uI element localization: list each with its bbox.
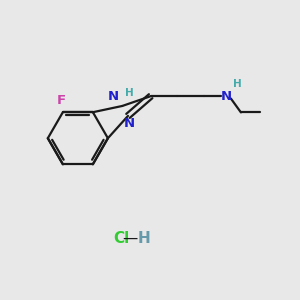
Text: N: N	[124, 117, 135, 130]
Text: F: F	[57, 94, 66, 107]
Text: H: H	[125, 88, 134, 98]
Text: H: H	[233, 79, 242, 89]
Text: Cl: Cl	[113, 231, 129, 246]
Text: N: N	[220, 90, 232, 103]
Text: N: N	[108, 90, 119, 103]
Text: H: H	[138, 231, 150, 246]
Text: —: —	[122, 231, 137, 246]
